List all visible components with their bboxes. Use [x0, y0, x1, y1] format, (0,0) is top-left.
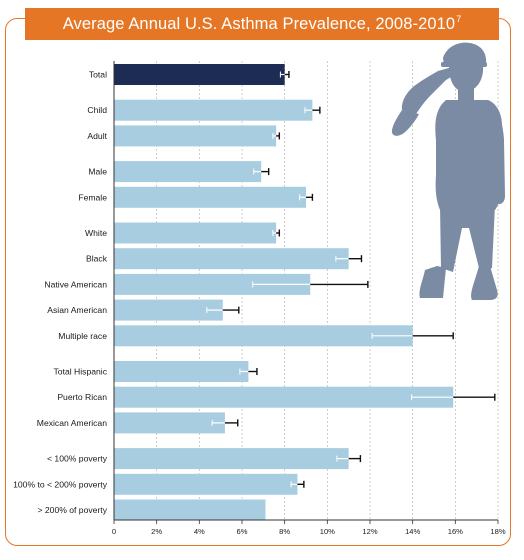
error-bar-female: [299, 193, 314, 201]
error-bar-male: [253, 168, 270, 176]
error-bar-puerto-rican: [411, 393, 496, 401]
bar-asian-american: [114, 299, 223, 321]
x-tick-label-3: 6%: [237, 527, 248, 536]
x-axis: 0 2% 4% 6% 8% 10% 12% 14% 16% 18%: [112, 61, 506, 536]
category-label-puerto-rican: Puerto Rican: [57, 392, 107, 402]
x-tick-label-7: 14%: [405, 527, 420, 536]
bar-200-of-poverty: [114, 499, 266, 521]
category-label-female: Female: [78, 192, 107, 202]
category-label-white: White: [85, 228, 107, 238]
error-bar-total-hispanic: [239, 368, 258, 375]
x-tick-label-9: 18%: [490, 527, 505, 536]
x-tick-label-6: 12%: [362, 527, 377, 536]
category-label-total-hispanic: Total Hispanic: [54, 367, 108, 377]
bar-100-poverty: [114, 448, 349, 470]
x-tick-label-2: 4%: [194, 527, 205, 536]
error-bar-white: [272, 229, 281, 237]
error-bar-total: [279, 71, 290, 78]
category-label-mexican-american: Mexican American: [37, 418, 107, 428]
error-bar-adult: [272, 132, 281, 140]
error-bar-100-to-200-poverty: [290, 480, 305, 488]
bar-black: [114, 248, 349, 270]
bar-adult: [114, 125, 277, 147]
error-bar-child: [304, 106, 321, 114]
error-bar-multiple-race: [371, 332, 454, 340]
saluting-soldier-icon: [391, 42, 505, 300]
bar-native-american: [114, 273, 311, 295]
error-bar-mexican-american: [211, 419, 239, 427]
category-label-male: Male: [88, 167, 107, 177]
category-label-200-of-poverty: > 200% of poverty: [37, 505, 107, 515]
bar-female: [114, 186, 306, 208]
error-bar-black: [335, 255, 363, 263]
category-label-multiple-race: Multiple race: [58, 331, 107, 341]
category-labels: Total Child Adult Male Female White Black Nativ…: [13, 70, 108, 516]
category-label-black: Black: [86, 254, 108, 264]
x-tick-label-4: 8%: [279, 527, 290, 536]
x-tick-label-1: 2%: [151, 527, 162, 536]
bar-puerto-rican: [114, 386, 454, 408]
bar-total-hispanic: [114, 361, 249, 382]
bar-mexican-american: [114, 412, 225, 434]
bar-child: [114, 99, 313, 121]
category-label-native-american: Native American: [44, 279, 107, 289]
category-label-adult: Adult: [87, 131, 107, 141]
chart-title-footnote: 7: [456, 14, 462, 24]
x-tick-label-8: 16%: [448, 527, 463, 536]
bar-total: [114, 64, 285, 85]
category-label-child: Child: [87, 105, 107, 115]
bar-white: [114, 222, 277, 244]
bar-100-to-200-poverty: [114, 473, 298, 495]
error-bar-100-poverty: [336, 455, 362, 463]
category-label-100-poverty: < 100% poverty: [47, 454, 108, 464]
category-label-100-to-200-poverty: 100% to < 200% poverty: [13, 479, 108, 489]
bar-male: [114, 161, 262, 183]
category-label-total: Total: [89, 70, 107, 80]
bar-multiple-race: [114, 325, 413, 347]
error-bar-native-american: [252, 280, 369, 288]
bars: [114, 64, 454, 521]
category-label-asian-american: Asian American: [47, 305, 107, 315]
x-tick-label-5: 10%: [320, 527, 335, 536]
x-tick-label-0: 0: [112, 527, 116, 536]
error-bar-asian-american: [206, 306, 240, 314]
chart-title: Average Annual U.S. Asthma Prevalence, 2…: [62, 14, 456, 33]
error-bars: [206, 71, 496, 488]
chart-title-banner: Average Annual U.S. Asthma Prevalence, 2…: [25, 8, 499, 40]
